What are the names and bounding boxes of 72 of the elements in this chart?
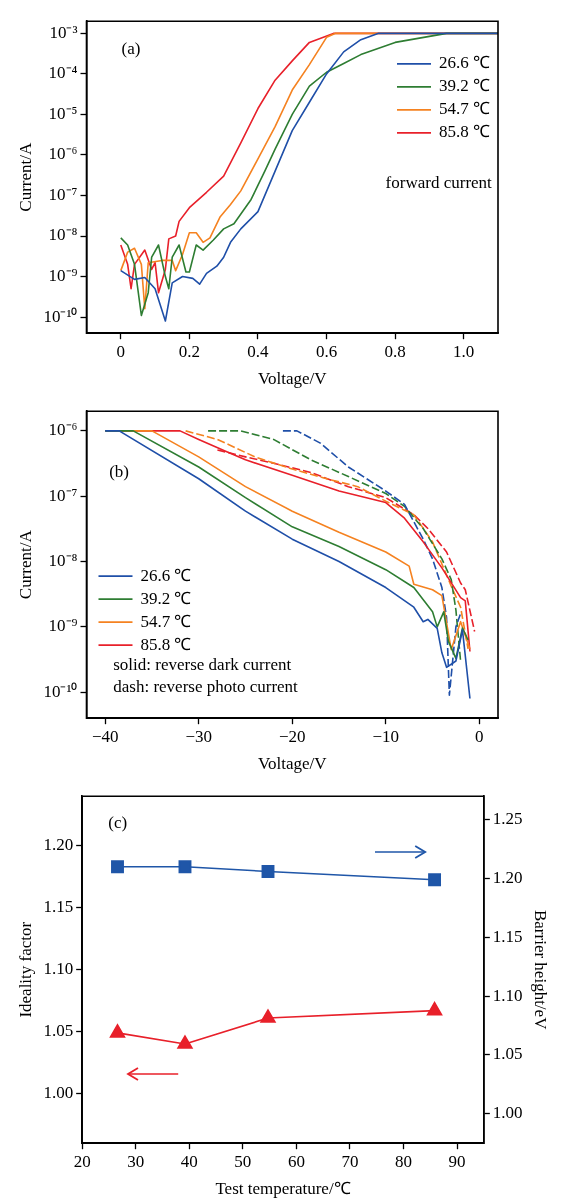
y2-tick-label: 1.10 [492,985,523,1005]
y-tick-label: 10⁻³ [49,22,78,42]
point [111,860,124,874]
annotation: solid: reverse dark current [113,655,292,675]
point [261,865,275,878]
y2-axis-title: Barrier height/eV [531,909,551,1031]
y2-tick-label: 1.15 [492,926,523,946]
y-tick-label: 10⁻⁹ [48,616,78,636]
annotation: dash: reverse photo current [113,676,299,696]
annotation: (c) [108,813,128,833]
y-tick-label: 10⁻¹⁰ [43,306,78,326]
legend-label: 85.8 ℃ [439,122,490,142]
y-tick-label: 1.05 [43,1021,74,1041]
y-axis-title: Current/A [15,529,35,600]
x-tick-label: 30 [127,1151,145,1171]
x-tick-label: 0.2 [178,341,200,361]
y-tick-label: 10⁻⁶ [48,144,78,164]
y-tick-label: 10⁻⁸ [48,551,78,570]
y-axis-title: Ideality factor [15,921,35,1018]
point [177,1035,193,1049]
x-tick-label: −10 [372,726,400,746]
y-tick-label: 10⁻⁷ [48,184,78,204]
x-tick-label: −40 [91,726,119,746]
y-tick-label: 1.20 [43,835,74,855]
y-tick-label: 10⁻⁸ [48,225,78,245]
x-tick-label: 0.4 [247,341,270,361]
x-tick-label: 80 [395,1151,413,1171]
legend-label: 54.7 ℃ [140,611,192,631]
y-axis-title: Current/A [15,142,35,212]
x-tick-label: 60 [287,1151,305,1171]
x-tick-label: 0.8 [384,341,406,361]
legend-label: 39.2 ℃ [439,76,490,96]
point [426,1001,443,1016]
x-tick-label: 0 [475,726,484,746]
y-tick-label: 1.15 [43,897,74,917]
legend-label: 39.2 ℃ [140,588,192,608]
y-tick-label: 10⁻¹⁰ [43,681,78,701]
legend-label: 85.8 ℃ [140,634,192,654]
annotation: forward current [385,172,493,192]
x-tick-label: 90 [448,1151,466,1171]
point [428,873,442,887]
x-tick-label: −30 [185,726,213,746]
legend-label: 26.6 ℃ [439,53,490,73]
x-tick-label: 70 [341,1151,359,1171]
point [260,1009,276,1023]
annotation: (a) [121,38,141,58]
x-axis-title: Voltage/V [257,369,328,389]
y-tick-label: 10⁻⁹ [48,266,78,286]
y2-tick-label: 1.05 [492,1044,523,1064]
y-tick-label: 10⁻⁴ [48,63,78,83]
point [178,860,192,874]
x-tick-label: −20 [278,726,306,746]
x-tick-label: 1.0 [453,341,475,361]
y-tick-label: 10⁻⁵ [48,103,78,123]
y2-tick-label: 1.00 [492,1103,523,1123]
y-tick-label: 10⁻⁷ [48,485,78,505]
y-tick-label: 1.10 [43,959,74,979]
x-tick-label: 0 [116,341,126,361]
y2-tick-label: 1.20 [492,868,523,888]
y-tick-label: 10⁻⁶ [48,420,78,440]
legend-label: 26.6 ℃ [140,565,192,585]
annotation: (b) [109,462,129,482]
x-tick-label: 20 [73,1151,91,1171]
y-tick-label: 1.00 [43,1083,74,1103]
x-axis-title: Test temperature/℃ [215,1179,351,1199]
x-axis-title: Voltage/V [257,754,328,774]
x-tick-label: 40 [180,1151,198,1171]
point [109,1024,126,1038]
legend-label: 54.7 ℃ [439,99,490,119]
x-tick-label: 0.6 [315,341,338,361]
y2-tick-label: 1.25 [492,809,523,829]
x-tick-label: 50 [234,1151,252,1171]
